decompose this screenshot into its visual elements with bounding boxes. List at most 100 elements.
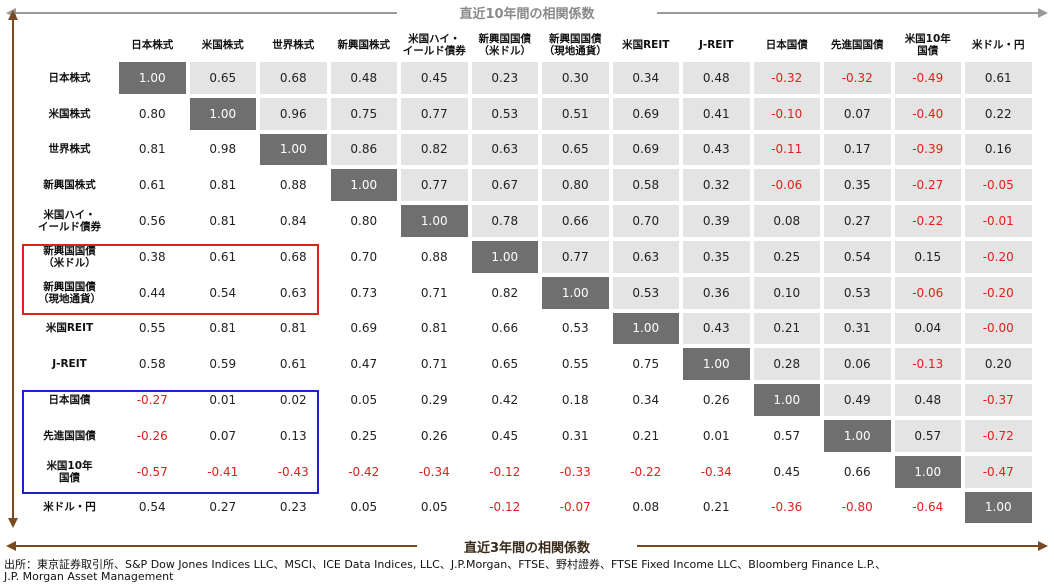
table-cell: 0.69: [328, 310, 399, 347]
table-cell: 0.78: [469, 203, 540, 239]
table-cell: -0.00: [963, 310, 1034, 347]
table-cell: 1.00: [892, 453, 963, 490]
table-cell: 0.81: [258, 310, 329, 347]
column-header: 米国ハイ・ イールド債券: [399, 30, 470, 60]
table-cell: 1.00: [822, 418, 893, 454]
table-cell: 0.65: [540, 131, 611, 168]
table-cell: 0.86: [328, 131, 399, 168]
table-cell: 0.21: [610, 418, 681, 454]
table-cell: 0.01: [681, 418, 752, 454]
source-line: J.P. Morgan Asset Management: [4, 570, 174, 583]
table-cell: 0.69: [610, 131, 681, 168]
table-cell: 0.70: [610, 203, 681, 239]
table-cell: 0.80: [540, 167, 611, 204]
table-cell: 0.68: [258, 60, 329, 96]
table-cell: 0.56: [117, 203, 188, 239]
table-cell: 0.23: [469, 60, 540, 96]
row-header: 米国ハイ・ イールド債券: [22, 203, 117, 239]
table-cell: 0.88: [258, 167, 329, 204]
table-cell: 0.58: [117, 346, 188, 383]
table-cell: 0.61: [117, 167, 188, 204]
row-header: 米国REIT: [22, 311, 117, 347]
table-cell: -0.43: [258, 453, 329, 490]
table-cell: -0.47: [963, 453, 1034, 490]
table-cell: 0.73: [328, 274, 399, 311]
table-cell: 0.13: [258, 418, 329, 454]
table-cell: 0.81: [117, 131, 188, 168]
header-line: （米ドル）: [478, 45, 532, 57]
table-cell: 0.75: [610, 346, 681, 383]
row-header-line: 新興国国債: [43, 244, 96, 257]
table-cell: -0.22: [610, 453, 681, 490]
table-cell: 0.16: [963, 131, 1034, 168]
row-header-line: 国債: [59, 471, 80, 484]
column-header: 新興国株式: [329, 30, 400, 60]
row-header: 日本国債: [22, 382, 117, 418]
table-cell: -0.37: [963, 382, 1034, 418]
table-cell: 0.66: [469, 310, 540, 347]
table-cell: 0.04: [892, 310, 963, 347]
row-header-line: （米ドル）: [43, 256, 96, 269]
table-cell: 0.23: [258, 489, 329, 526]
row-header: 世界株式: [22, 132, 117, 168]
header-line: 新興国国債: [478, 33, 532, 45]
table-cell: 0.84: [258, 203, 329, 239]
table-cell: 0.15: [892, 239, 963, 275]
table-cell: 0.66: [822, 453, 893, 490]
header-line: 米国REIT: [622, 39, 670, 51]
row-header: 新興国株式: [22, 167, 117, 203]
row-header-line: 日本国債: [48, 394, 91, 407]
row-header-line: 先進国国債: [43, 429, 96, 442]
table-cell: 0.34: [610, 60, 681, 96]
row-header: 米国株式: [22, 96, 117, 132]
table-cell: 0.81: [187, 203, 258, 239]
column-header: 米国10年 国債: [893, 30, 964, 60]
table-cell: 0.45: [399, 60, 470, 96]
table-cell: 0.54: [187, 274, 258, 311]
table-cell: -0.40: [892, 95, 963, 132]
table-cell: 1.00: [117, 60, 188, 96]
table-cell: 0.05: [328, 489, 399, 526]
table-cell: 0.05: [328, 382, 399, 418]
header-line: 先進国国債: [831, 39, 884, 51]
column-header: 米国株式: [188, 30, 259, 60]
table-cell: 0.26: [399, 418, 470, 454]
table-cell: 0.55: [540, 346, 611, 383]
table-cell: 0.65: [187, 60, 258, 96]
table-cell: -0.41: [187, 453, 258, 490]
table-cell: 0.53: [822, 274, 893, 311]
table-cell: 0.61: [258, 346, 329, 383]
table-cell: -0.27: [892, 167, 963, 204]
row-header-line: J-REIT: [52, 358, 87, 371]
table-cell: 0.63: [258, 274, 329, 311]
header-line: （現地通貨）: [543, 45, 607, 57]
table-cell: 0.53: [610, 274, 681, 311]
table-cell: 0.05: [399, 489, 470, 526]
table-cell: 0.10: [751, 274, 822, 311]
table-cell: 1.00: [963, 489, 1034, 526]
table-cell: 0.88: [399, 239, 470, 275]
table-cell: 0.82: [399, 131, 470, 168]
row-header: 米ドル・円: [22, 490, 117, 526]
table-cell: 0.27: [187, 489, 258, 526]
table-cell: 1.00: [610, 310, 681, 347]
table-cell: 0.18: [540, 382, 611, 418]
table-cell: 0.02: [258, 382, 329, 418]
table-cell: 0.59: [187, 346, 258, 383]
row-header-line: 米国株式: [48, 107, 91, 120]
table-cell: -0.01: [963, 203, 1034, 239]
table-cell: -0.34: [681, 453, 752, 490]
table-cell: 0.08: [751, 203, 822, 239]
table-cell: -0.06: [892, 274, 963, 311]
row-header: 先進国国債: [22, 418, 117, 454]
table-cell: 0.67: [469, 167, 540, 204]
table-cell: 0.35: [681, 239, 752, 275]
header-line: 世界株式: [272, 39, 315, 51]
table-cell: 0.30: [540, 60, 611, 96]
column-header: 新興国国債 （米ドル）: [470, 30, 541, 60]
table-cell: -0.39: [892, 131, 963, 168]
header-line: イールド債券: [402, 45, 466, 57]
header-line: 米国ハイ・: [408, 33, 461, 45]
table-cell: -0.49: [892, 60, 963, 96]
row-header: 日本株式: [22, 60, 117, 96]
